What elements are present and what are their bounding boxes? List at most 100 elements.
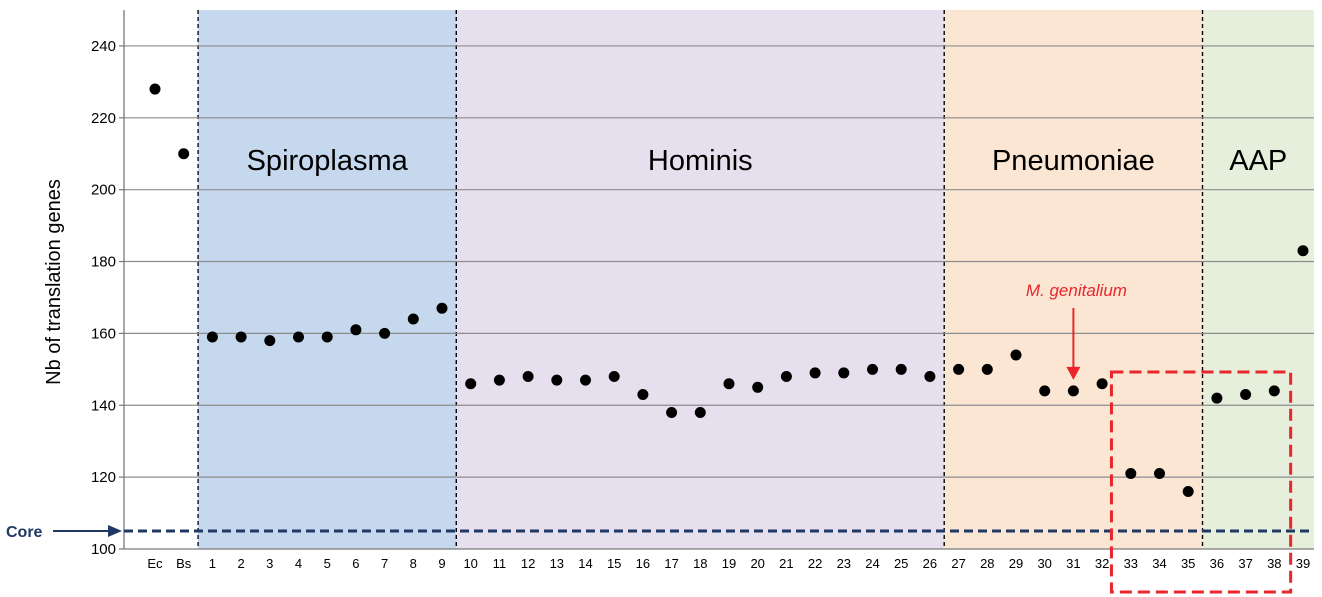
x-tick-label: 37 xyxy=(1238,556,1252,571)
region-label: Spiroplasma xyxy=(247,145,409,177)
data-point xyxy=(206,331,218,343)
region-band xyxy=(944,10,1203,549)
data-point xyxy=(1067,385,1079,397)
x-tick-label: 2 xyxy=(237,556,244,571)
data-point xyxy=(1010,349,1022,361)
y-tick-label: 220 xyxy=(91,110,116,127)
data-point xyxy=(407,313,419,325)
data-point xyxy=(149,83,161,95)
y-tick-label: 140 xyxy=(91,397,116,414)
x-tick-label: 32 xyxy=(1095,556,1109,571)
region-band xyxy=(456,10,945,549)
data-point xyxy=(1240,388,1252,400)
data-point xyxy=(293,331,304,343)
data-point xyxy=(1125,468,1137,480)
data-point xyxy=(666,406,678,418)
x-tick-label: Ec xyxy=(147,556,163,571)
region-label: AAP xyxy=(1229,145,1287,177)
x-tick-label: 23 xyxy=(837,556,851,571)
data-point xyxy=(608,371,620,383)
y-tick-label: 180 xyxy=(91,254,116,271)
region-band xyxy=(198,10,457,549)
x-tick-label: 27 xyxy=(951,556,965,571)
x-tick-label: 9 xyxy=(438,556,445,571)
data-point xyxy=(723,378,735,390)
regions-layer: Spiroplasma Hominis Pneumoniae AAP xyxy=(197,10,1314,549)
x-tick-label: 28 xyxy=(980,556,994,571)
x-tick-label: 3 xyxy=(266,556,273,571)
x-tick-label: 18 xyxy=(693,556,707,571)
data-point xyxy=(1297,245,1309,257)
data-point xyxy=(436,302,448,314)
region-label: Hominis xyxy=(648,145,753,177)
region-label: Pneumoniae xyxy=(992,145,1155,177)
data-point xyxy=(235,331,247,343)
data-point xyxy=(321,331,333,343)
x-tick-label: 6 xyxy=(352,556,359,571)
y-tick-label: 160 xyxy=(91,325,116,342)
data-point xyxy=(838,367,850,379)
x-tick-label: 29 xyxy=(1009,556,1023,571)
x-tick-label: 35 xyxy=(1181,556,1195,571)
x-tick-label: 24 xyxy=(865,556,879,571)
x-tick-label: 39 xyxy=(1296,556,1310,571)
x-tick-label: 13 xyxy=(550,556,564,571)
x-tick-label: 7 xyxy=(381,556,388,571)
x-tick-label: 38 xyxy=(1267,556,1281,571)
data-point xyxy=(465,378,477,390)
x-tick-label: 12 xyxy=(521,556,535,571)
annotation-arrow-head xyxy=(1066,366,1081,380)
core-arrow-head xyxy=(108,525,122,538)
data-point xyxy=(924,371,936,383)
points-layer xyxy=(149,83,1309,498)
y-tick-label: 200 xyxy=(91,182,116,199)
x-tick-label: 11 xyxy=(493,556,507,571)
data-point xyxy=(1039,385,1051,397)
data-point xyxy=(694,406,706,418)
data-point xyxy=(178,148,190,160)
data-point xyxy=(953,363,965,375)
data-point xyxy=(809,367,821,379)
x-tick-label: 4 xyxy=(295,556,302,571)
x-tick-label: 14 xyxy=(578,556,592,571)
overlay-layer: Core M. genitalium xyxy=(6,281,1314,594)
data-point xyxy=(895,363,907,375)
data-point xyxy=(580,374,591,386)
grid-layer: 100 120 140 160 180 200 220 240 xyxy=(91,38,1314,558)
x-tick-label: 19 xyxy=(722,556,736,571)
y-tick-label: 240 xyxy=(91,38,116,55)
x-tick-label: 26 xyxy=(923,556,937,571)
x-tick-label: Bs xyxy=(176,556,192,571)
x-tick-label: 16 xyxy=(636,556,650,571)
data-point xyxy=(493,374,505,386)
x-tick-label: 21 xyxy=(779,556,793,571)
x-tick-label: 5 xyxy=(324,556,331,571)
axis-layer: Ec Bs 1 2 3 4 5 6 7 8 9 10 11 12 13 14 15 16 17 18 19 20 21 22 2… xyxy=(119,10,1314,571)
x-tick-label: 22 xyxy=(808,556,822,571)
y-tick-label: 100 xyxy=(91,541,116,558)
x-tick-label: 8 xyxy=(410,556,417,571)
data-point xyxy=(637,388,649,400)
data-point xyxy=(264,335,276,347)
data-point xyxy=(1154,468,1165,480)
x-tick-label: 33 xyxy=(1124,556,1138,571)
data-point xyxy=(379,327,391,339)
data-point xyxy=(1211,392,1223,404)
x-tick-label: 25 xyxy=(894,556,908,571)
data-point xyxy=(780,371,792,383)
data-point xyxy=(867,363,878,375)
data-point xyxy=(752,381,764,393)
region-band xyxy=(1202,10,1314,549)
x-tick-label: 17 xyxy=(664,556,678,571)
data-point xyxy=(350,324,362,336)
x-tick-label: 15 xyxy=(607,556,621,571)
data-point xyxy=(981,363,993,375)
data-point xyxy=(1268,385,1280,397)
highlight-box xyxy=(1109,370,1293,594)
data-point xyxy=(1096,378,1108,390)
data-point xyxy=(551,374,563,386)
x-tick-label: 10 xyxy=(463,556,477,571)
x-tick-label: 31 xyxy=(1066,556,1080,571)
x-tick-label: 36 xyxy=(1210,556,1224,571)
